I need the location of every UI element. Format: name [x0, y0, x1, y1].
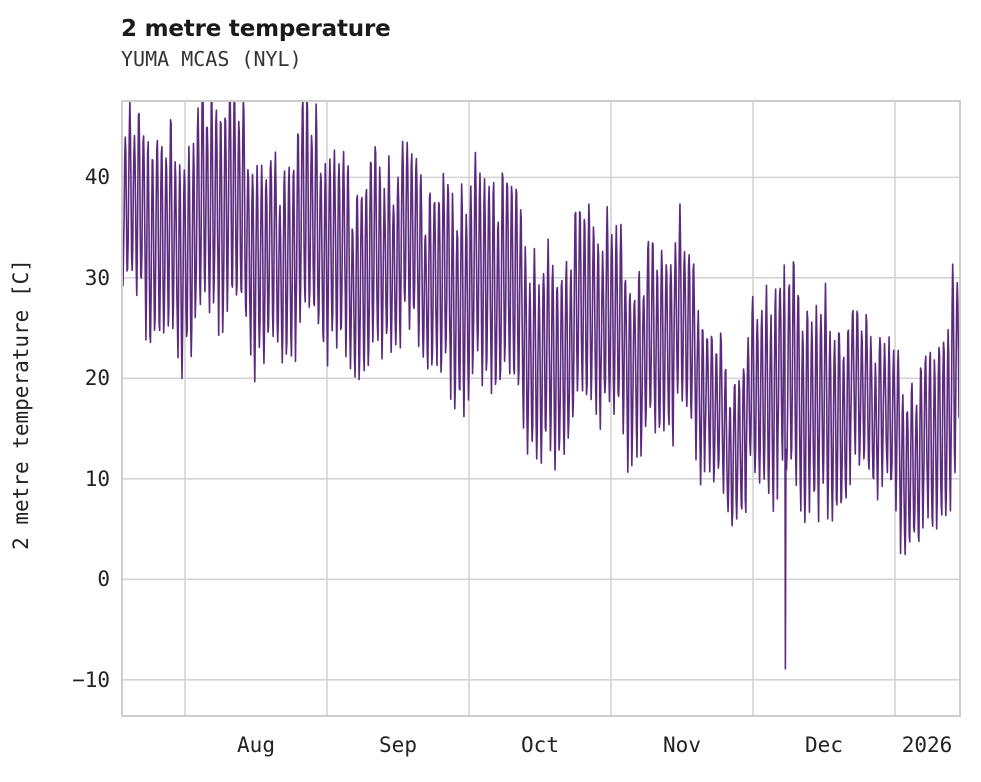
y-axis-tick-label: 40 [84, 165, 110, 190]
x-axis-tick-label: Dec [805, 733, 843, 757]
y-axis-tick-label: 30 [84, 265, 110, 290]
y-axis-tick-labels: 40 30 20 10 0 −10 [0, 0, 110, 782]
x-axis-tick-label: Sep [379, 733, 417, 757]
title-block: 2 metre temperature YUMA MCAS (NYL) [121, 14, 821, 73]
y-axis-tick-label: −10 [72, 667, 110, 692]
y-axis-label: 2 metre temperature [C] [0, 0, 42, 782]
x-axis-tick-label: Nov [663, 733, 701, 757]
y-axis-tick-label: 20 [84, 366, 110, 391]
y-axis-tick-label: 0 [97, 567, 110, 592]
plot-area [121, 100, 961, 717]
temperature-series-line [123, 102, 959, 670]
page-title: 2 metre temperature [121, 16, 391, 42]
x-axis-tick-label: 2026 [901, 733, 953, 757]
temperature-line-chart [123, 102, 959, 715]
y-axis-label-text: 2 metre temperature [C] [9, 259, 33, 550]
x-axis-tick-label: Oct [521, 733, 559, 757]
x-axis-tick-label: Aug [237, 733, 275, 757]
y-axis-tick-label: 10 [84, 466, 110, 491]
chart-subtitle: YUMA MCAS (NYL) [121, 47, 302, 71]
